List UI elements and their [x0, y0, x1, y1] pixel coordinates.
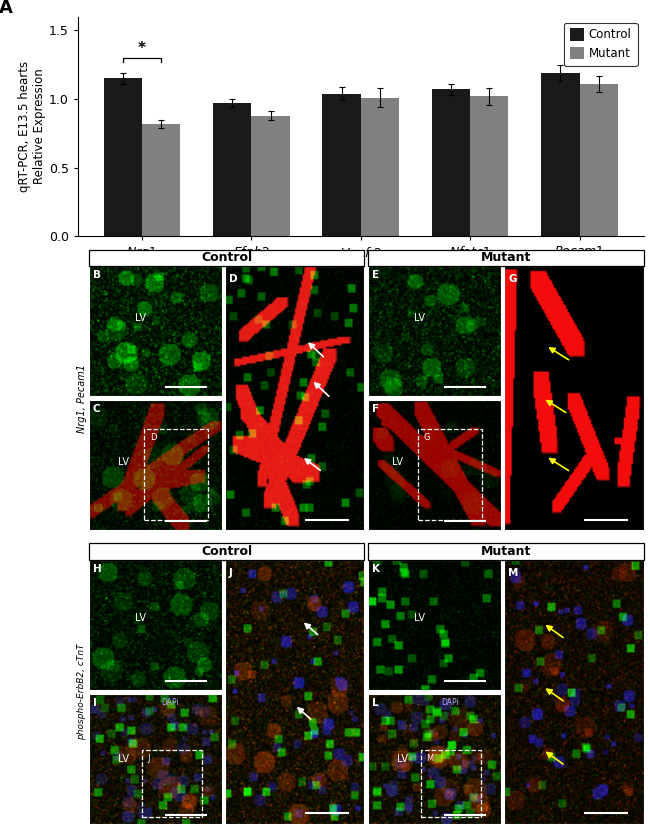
Text: E: E [372, 270, 379, 280]
Text: M: M [426, 754, 434, 762]
Text: Control: Control [201, 545, 252, 558]
Text: LV: LV [414, 613, 425, 623]
Bar [541, 73, 580, 236]
Text: B: B [92, 270, 101, 280]
Y-axis label: qRT-PCR, E13.5 hearts
Relative Expression: qRT-PCR, E13.5 hearts Relative Expressio… [18, 61, 46, 192]
Text: I: I [92, 698, 96, 708]
Text: LV: LV [118, 754, 129, 764]
Text: DAPi: DAPi [162, 698, 179, 706]
Text: LV: LV [135, 613, 146, 623]
Bar [104, 78, 142, 236]
Bar [213, 103, 252, 236]
Text: phospho-ErbB2, cTnT: phospho-ErbB2, cTnT [77, 643, 86, 740]
Text: A: A [0, 0, 13, 17]
Bar [470, 97, 508, 236]
Bar [142, 750, 202, 817]
Bar [421, 750, 481, 817]
Bar [252, 116, 290, 236]
Text: H: H [92, 564, 101, 574]
Text: D: D [229, 275, 238, 285]
Text: LV: LV [118, 458, 129, 468]
Text: M: M [508, 568, 519, 578]
Bar [144, 428, 208, 520]
Text: Mutant: Mutant [480, 251, 531, 265]
Text: D: D [150, 433, 156, 442]
Text: L: L [372, 698, 378, 708]
Text: LV: LV [135, 314, 146, 324]
Bar [580, 84, 617, 236]
Text: LV: LV [392, 458, 402, 468]
Text: LV: LV [397, 754, 408, 764]
Text: J: J [147, 754, 150, 762]
Text: DAPi: DAPi [441, 698, 458, 706]
Bar [142, 124, 180, 236]
Bar [322, 93, 361, 236]
Bar [432, 90, 470, 236]
Text: Mutant: Mutant [480, 545, 531, 558]
Text: Control: Control [201, 251, 252, 265]
Text: G: G [508, 275, 517, 285]
Text: G: G [424, 433, 430, 442]
Text: *: * [138, 42, 146, 57]
Bar [418, 428, 482, 520]
Text: F: F [372, 404, 379, 414]
Text: J: J [229, 568, 233, 578]
Text: K: K [372, 564, 380, 574]
Legend: Control, Mutant: Control, Mutant [564, 22, 638, 67]
Text: C: C [92, 404, 100, 414]
Text: LV: LV [414, 314, 425, 324]
Bar [361, 97, 399, 236]
Text: Nrg1, Pecam1: Nrg1, Pecam1 [77, 364, 86, 433]
